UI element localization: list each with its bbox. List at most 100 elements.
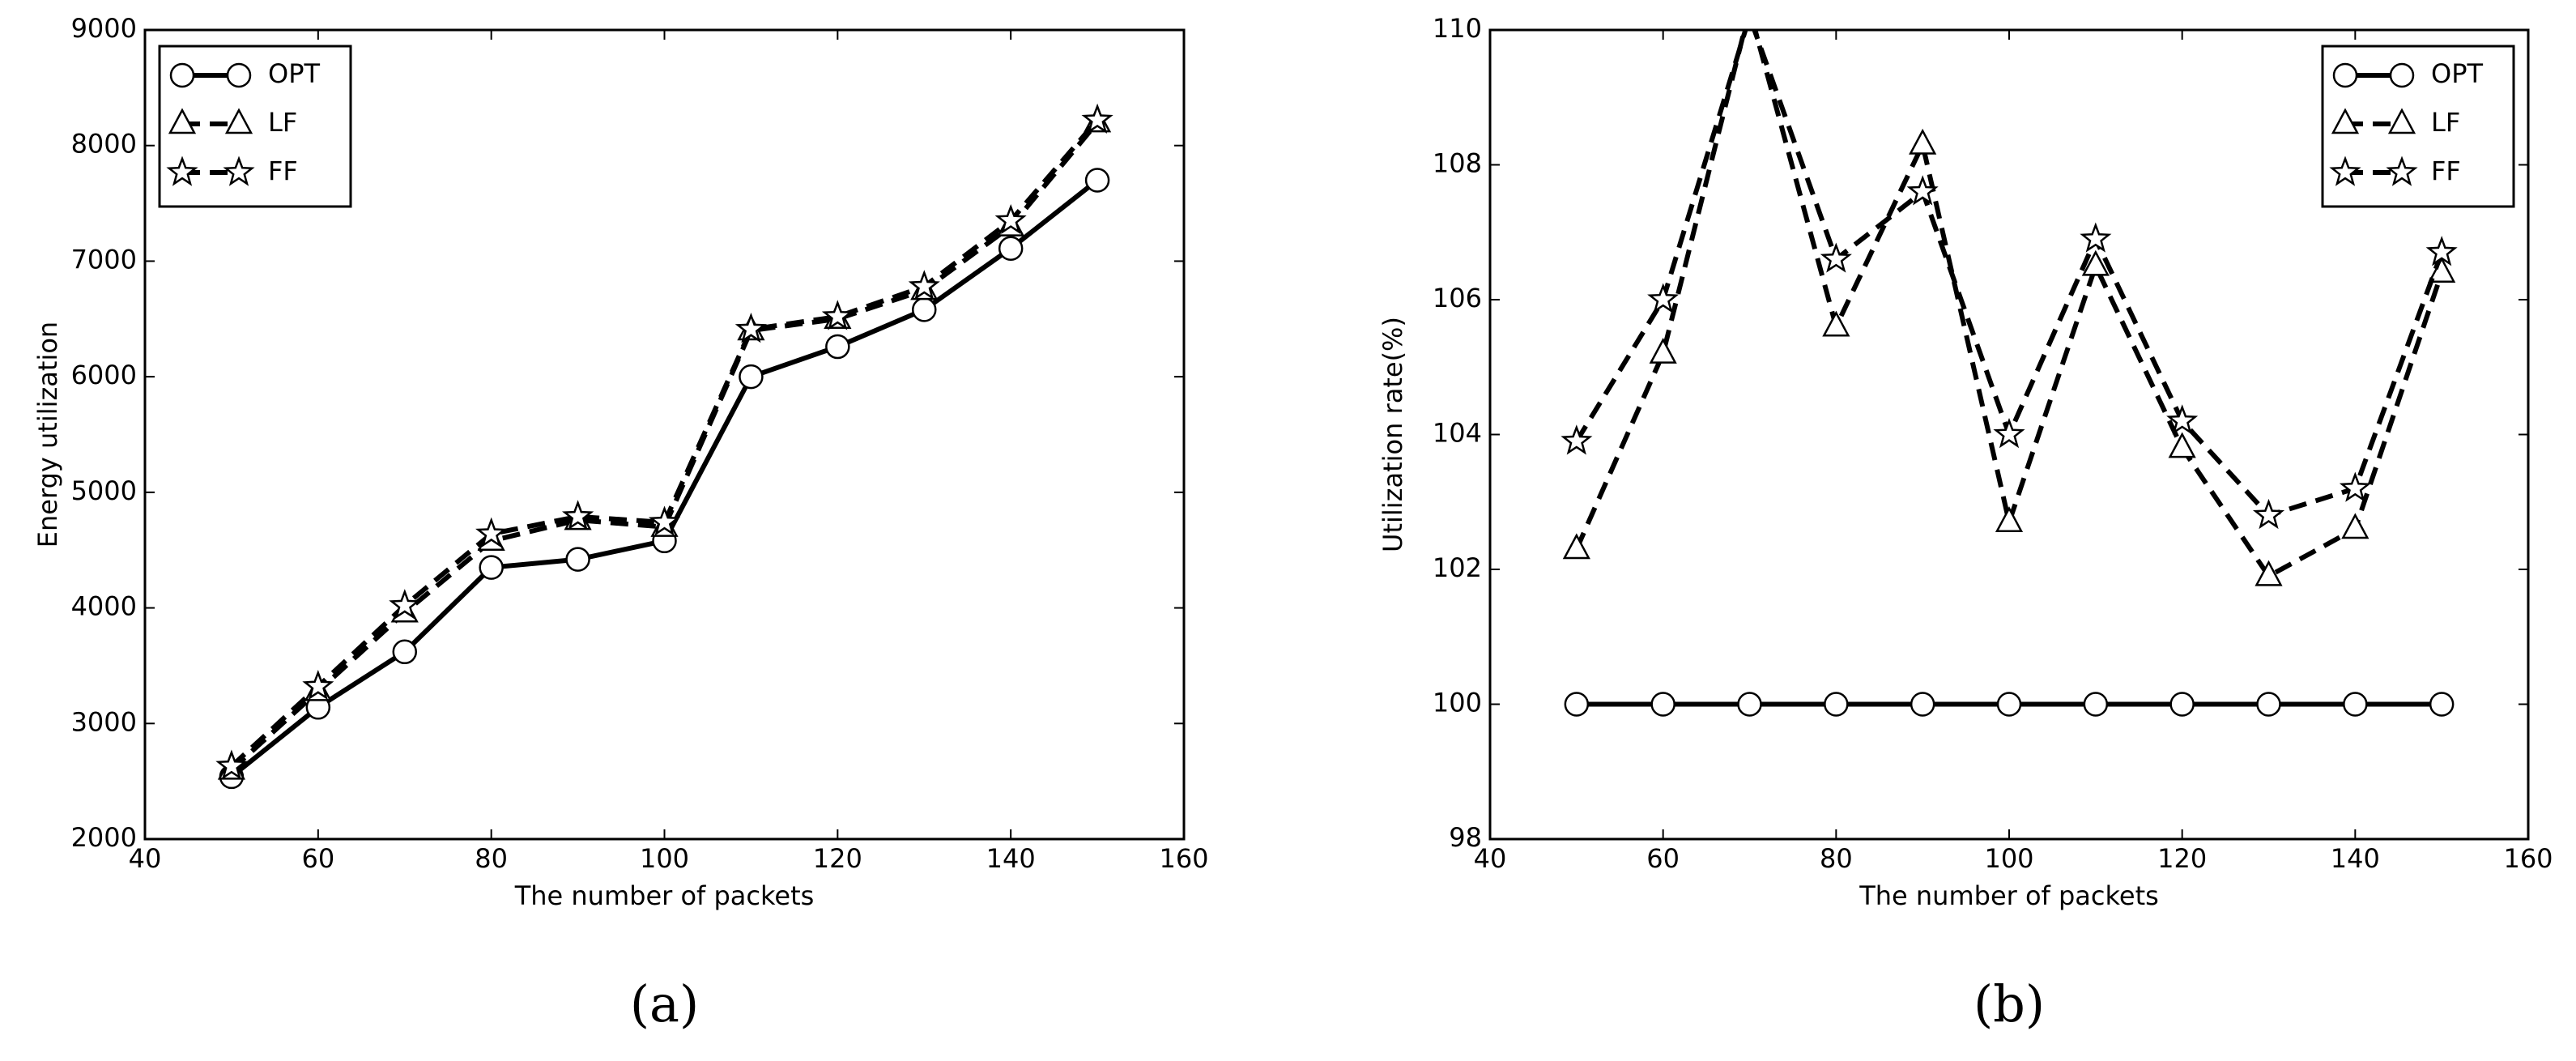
y-axis-label: Utilization rate(%) <box>1377 317 1408 552</box>
caption: (a) <box>630 974 699 1033</box>
y-tick-label: 106 <box>1433 283 1482 313</box>
data-point <box>475 517 508 548</box>
x-tick-label: 160 <box>1159 843 1208 874</box>
data-point <box>2429 692 2455 717</box>
x-tick-label: 120 <box>813 843 862 874</box>
data-point <box>1650 692 1675 717</box>
y-tick-label: 8000 <box>71 129 137 160</box>
data-point <box>825 334 850 360</box>
legend-box <box>158 45 352 208</box>
x-tick-label: 140 <box>2331 843 2380 874</box>
legend-marker <box>2331 108 2360 134</box>
data-point <box>2428 257 2456 283</box>
data-point <box>1081 103 1113 134</box>
data-point <box>2083 692 2109 717</box>
y-tick-label: 3000 <box>71 706 137 737</box>
data-point <box>2169 692 2195 717</box>
legend-label: LF <box>2431 107 2460 138</box>
x-axis-label: The number of packets <box>514 880 815 911</box>
data-point <box>1738 0 1762 19</box>
x-tick-label: 100 <box>1984 843 2033 874</box>
data-point <box>561 500 594 530</box>
data-point <box>2168 432 2196 458</box>
data-point <box>908 270 940 300</box>
data-point <box>1906 175 1939 206</box>
data-point <box>994 203 1027 235</box>
data-point <box>2252 498 2285 530</box>
data-point <box>1647 283 1680 313</box>
x-tick-label: 80 <box>1820 843 1853 874</box>
data-point <box>1995 506 2024 532</box>
data-point <box>215 749 248 780</box>
series-line <box>229 118 1100 769</box>
data-point <box>734 313 768 343</box>
x-tick-label: 100 <box>640 843 689 874</box>
x-tick-label: 120 <box>2157 843 2207 874</box>
data-point <box>1822 310 1850 337</box>
data-point <box>1649 337 1677 364</box>
data-point <box>1084 168 1110 193</box>
data-point <box>2343 692 2368 717</box>
data-point <box>1561 424 1593 455</box>
y-tick-label: 104 <box>1433 418 1482 449</box>
data-point <box>1736 2 1762 28</box>
data-point <box>739 364 764 390</box>
data-point <box>2255 560 2283 586</box>
data-point <box>821 300 854 330</box>
data-point <box>1910 692 1935 717</box>
legend-marker <box>2387 108 2416 134</box>
legend-marker <box>169 62 195 88</box>
x-tick-label: 40 <box>129 843 162 874</box>
data-point <box>1996 692 2022 717</box>
x-tick-label: 80 <box>475 843 508 874</box>
legend-marker <box>226 62 252 88</box>
y-tick-label: 100 <box>1433 688 1482 718</box>
legend-marker <box>166 156 198 186</box>
legend-marker <box>2386 156 2418 186</box>
data-point <box>2256 692 2281 717</box>
y-tick-label: 7000 <box>71 244 137 275</box>
plot-area <box>1561 0 2458 717</box>
y-tick-label: 98 <box>1449 822 1482 853</box>
legend-label: OPT <box>268 58 320 89</box>
data-point <box>302 670 334 701</box>
data-point <box>2080 222 2112 253</box>
caption: (b) <box>1974 974 2045 1033</box>
y-tick-label: 4000 <box>71 591 137 622</box>
y-tick-label: 6000 <box>71 360 137 390</box>
data-point <box>479 555 504 580</box>
series-line <box>1574 30 2445 580</box>
data-point <box>912 297 937 322</box>
data-point <box>1562 533 1590 560</box>
y-tick-label: 9000 <box>71 13 137 44</box>
data-point <box>1993 417 2025 449</box>
x-tick-label: 40 <box>1474 843 1507 874</box>
data-point <box>1820 242 1852 273</box>
x-tick-label: 60 <box>301 843 334 874</box>
legend-marker <box>224 108 253 134</box>
data-point <box>2425 236 2458 266</box>
data-point <box>1824 692 1849 717</box>
data-point <box>392 639 417 665</box>
data-point <box>998 236 1024 261</box>
y-tick-label: 110 <box>1433 13 1482 44</box>
data-point <box>2339 471 2371 502</box>
y-axis-label: Energy utilization <box>32 322 63 548</box>
legend-label: FF <box>2431 156 2461 186</box>
data-point <box>389 589 421 620</box>
legend-marker <box>2329 156 2361 186</box>
data-point <box>1737 692 1762 717</box>
y-tick-label: 102 <box>1433 552 1482 583</box>
data-point <box>2341 513 2369 539</box>
legend-marker <box>2389 62 2415 88</box>
legend-label: LF <box>268 107 297 138</box>
data-point <box>2081 249 2110 276</box>
legend-label: FF <box>268 156 298 186</box>
data-point <box>565 547 590 572</box>
y-tick-label: 5000 <box>71 475 137 506</box>
y-tick-label: 108 <box>1433 148 1482 179</box>
series-line <box>230 178 1099 779</box>
legend-marker <box>168 108 197 134</box>
legend-marker <box>223 156 255 186</box>
y-tick-label: 2000 <box>71 822 137 853</box>
